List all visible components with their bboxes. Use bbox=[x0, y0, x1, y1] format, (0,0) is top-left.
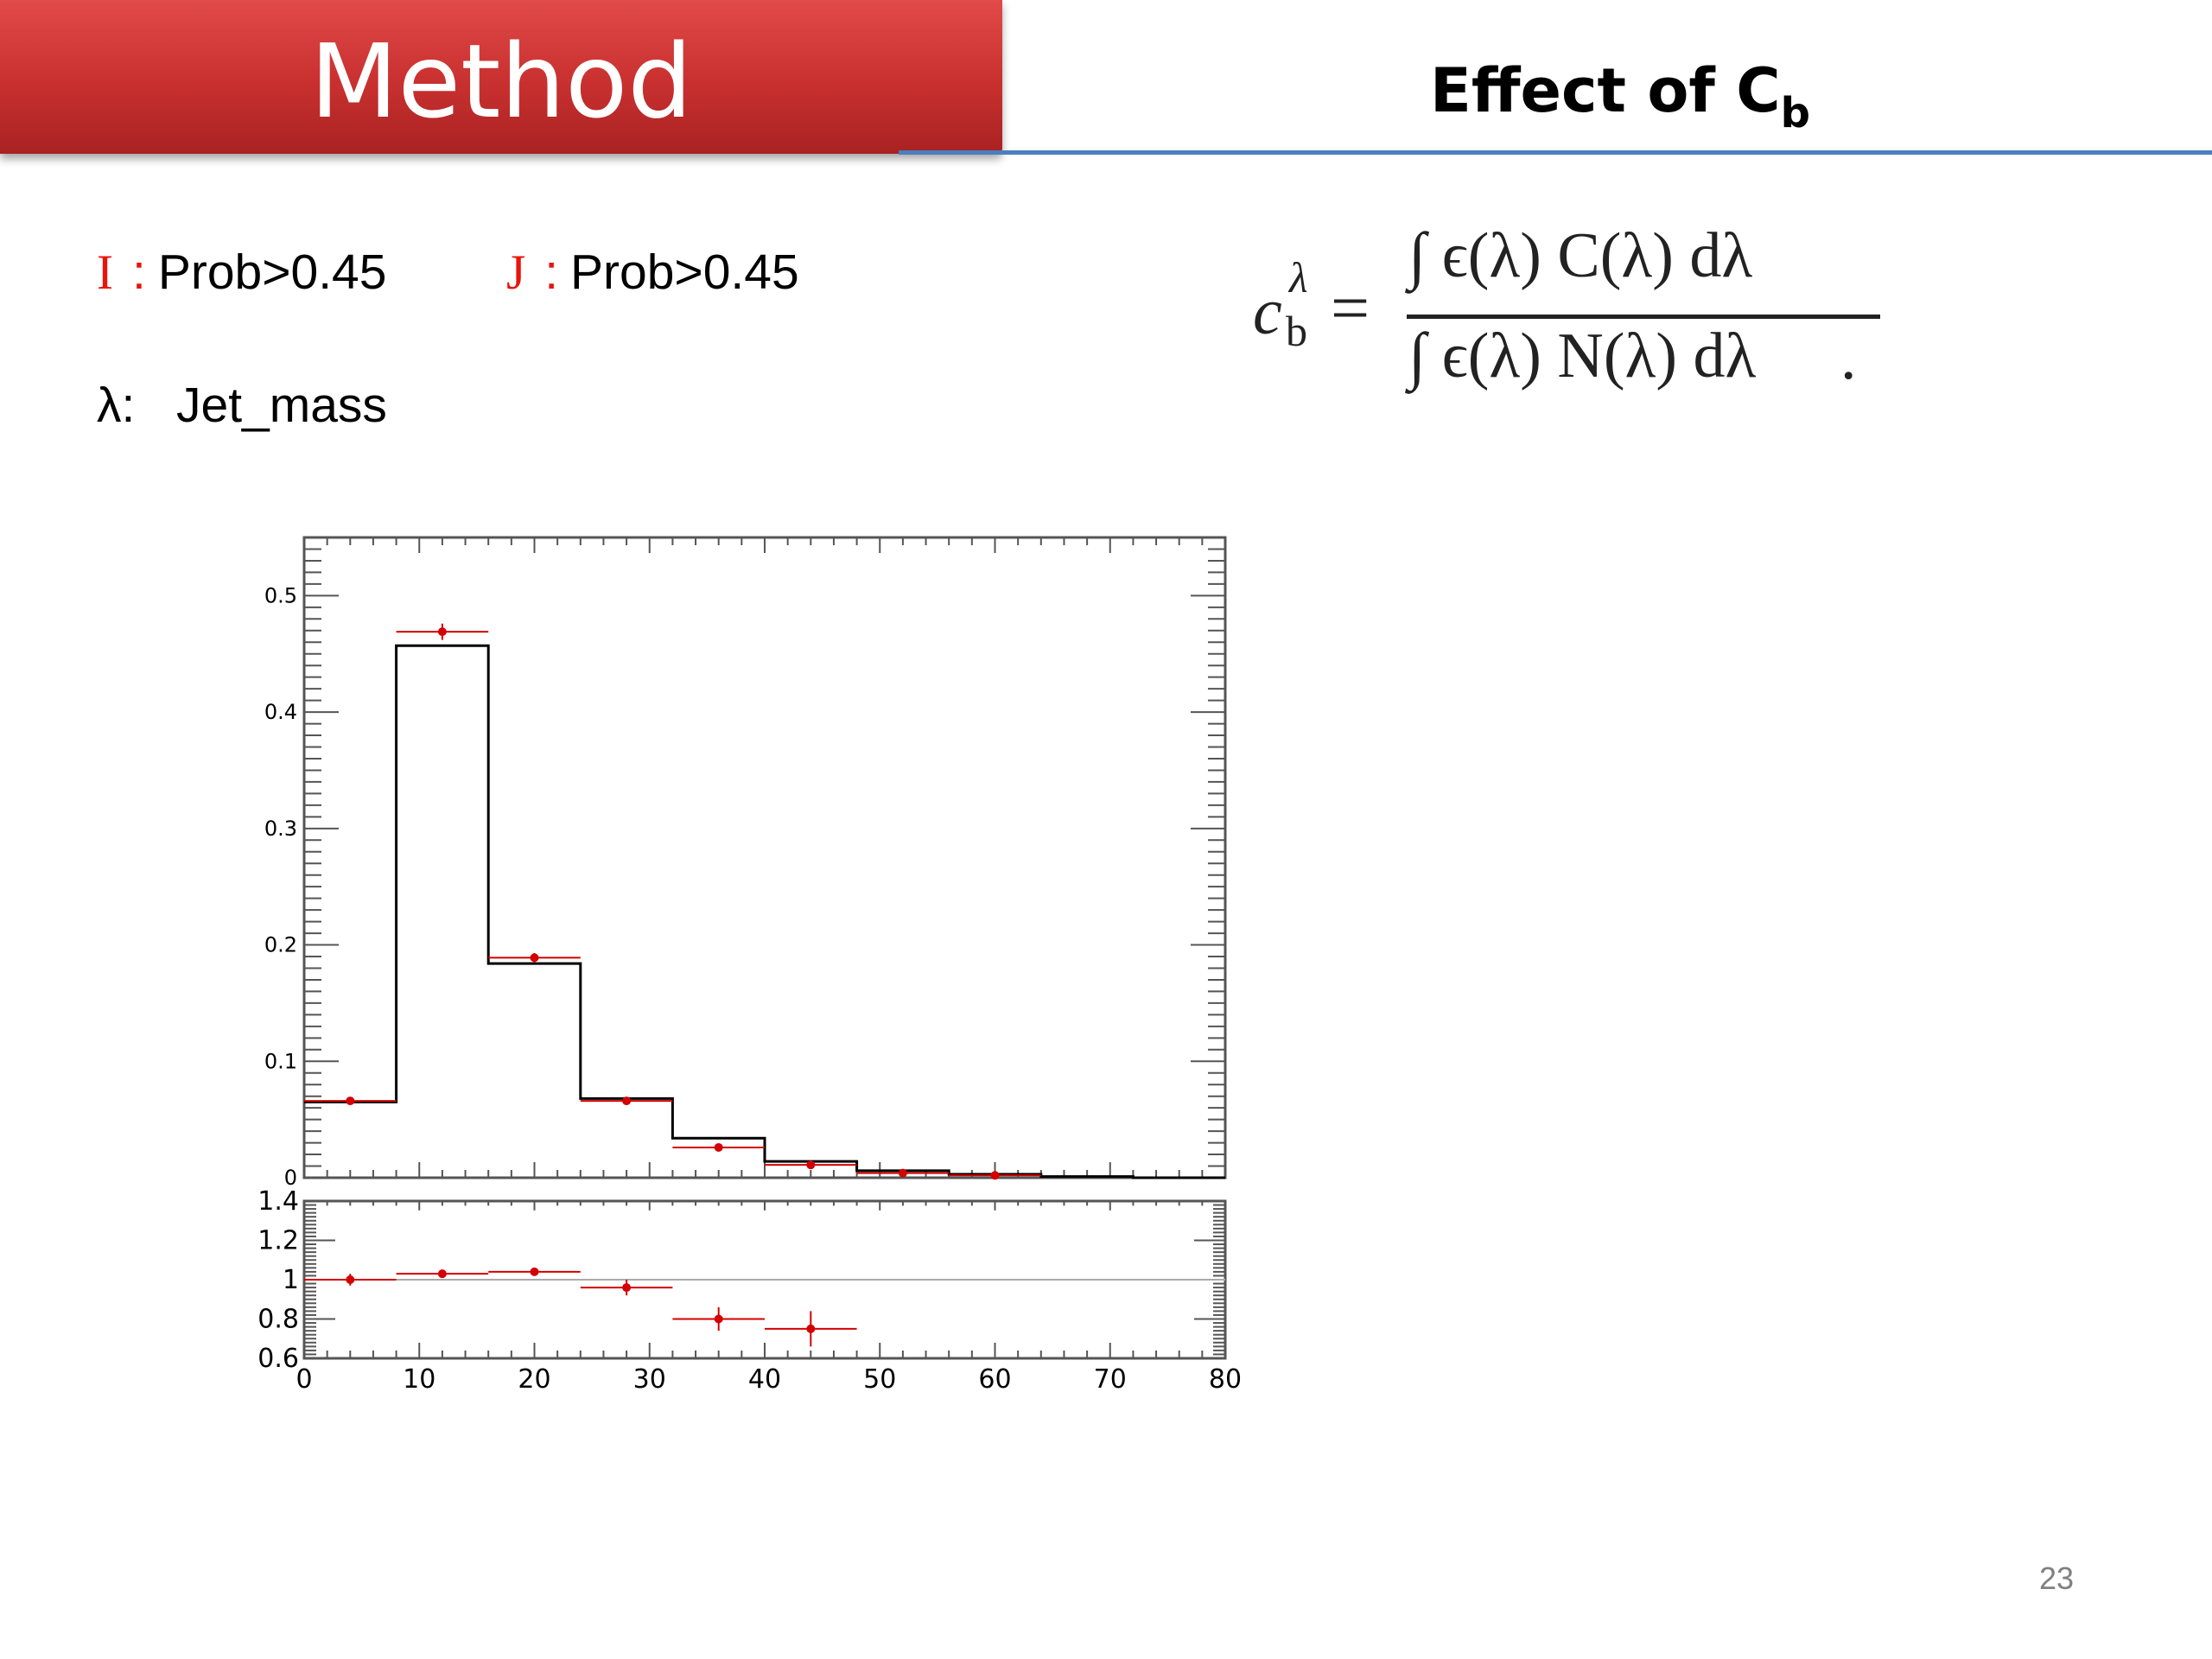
condition-colon: : bbox=[131, 245, 146, 300]
ratio-point bbox=[437, 1269, 447, 1279]
condition-letter: J bbox=[506, 245, 526, 300]
data-point bbox=[806, 1160, 816, 1170]
formula-equals: = bbox=[1331, 270, 1370, 346]
x-tick-label: 50 bbox=[863, 1364, 896, 1395]
data-point bbox=[898, 1168, 907, 1178]
variable-line: λ: Jet_mass bbox=[97, 375, 387, 435]
x-tick-label: 80 bbox=[1209, 1364, 1242, 1395]
ratio-y-tick-label: 1.2 bbox=[257, 1226, 299, 1256]
header-rule bbox=[899, 150, 2212, 155]
x-tick-label: 70 bbox=[1094, 1364, 1127, 1395]
formula-denominator: ∫ ϵ(λ) N(λ) dλ bbox=[1408, 321, 1757, 391]
condition-i: I: Prob>0.45 bbox=[97, 242, 386, 303]
ratio-point bbox=[714, 1314, 723, 1324]
cb-formula: c λ b = ∫ ϵ(λ) C(λ) dλ ∫ ϵ(λ) N(λ) dλ . bbox=[1244, 220, 1880, 432]
x-tick-label: 0 bbox=[296, 1364, 312, 1395]
x-tick-label: 60 bbox=[978, 1364, 1011, 1395]
data-point bbox=[622, 1096, 632, 1106]
slide-title: Method bbox=[309, 22, 693, 141]
data-point bbox=[530, 953, 539, 963]
formula-lhs-subscript: b bbox=[1286, 307, 1307, 355]
condition-j: J: Prob>0.45 bbox=[506, 242, 799, 303]
formula-lhs-symbol: c bbox=[1253, 276, 1282, 348]
x-tick-label: 20 bbox=[518, 1364, 550, 1395]
y-tick-label: 0.5 bbox=[264, 583, 297, 607]
variable-symbol: λ: bbox=[97, 378, 136, 433]
data-point bbox=[990, 1171, 1000, 1180]
formula-period: . bbox=[1840, 322, 1857, 393]
subtitle-main: Effect of C bbox=[1430, 55, 1781, 126]
ratio-y-tick-label: 1 bbox=[283, 1265, 299, 1295]
variable-name: Jet_mass bbox=[176, 378, 387, 433]
condition-text: Prob>0.45 bbox=[570, 245, 799, 300]
formula-numerator: ∫ ϵ(λ) C(λ) dλ bbox=[1408, 220, 1753, 291]
y-tick-label: 0.4 bbox=[264, 700, 297, 724]
y-tick-label: 0 bbox=[284, 1166, 297, 1190]
title-banner: Method bbox=[0, 0, 1002, 154]
data-point bbox=[346, 1096, 355, 1106]
condition-text: Prob>0.45 bbox=[157, 245, 387, 300]
y-tick-label: 0.2 bbox=[264, 933, 297, 957]
x-tick-label: 40 bbox=[748, 1364, 781, 1395]
x-tick-label: 30 bbox=[633, 1364, 666, 1395]
page-number: 23 bbox=[2039, 1560, 2075, 1596]
x-tick-label: 10 bbox=[403, 1364, 435, 1395]
formula-fraction-bar bbox=[1407, 315, 1880, 319]
ratio-point bbox=[346, 1275, 355, 1284]
slide-subtitle: Effect of Cb bbox=[1430, 52, 1810, 152]
condition-colon: : bbox=[544, 245, 559, 300]
subtitle-subscript: b bbox=[1780, 89, 1810, 137]
condition-letter: I bbox=[97, 245, 113, 300]
data-point bbox=[437, 627, 447, 637]
ratio-point bbox=[622, 1283, 632, 1293]
y-tick-label: 0.1 bbox=[264, 1049, 297, 1073]
y-tick-label: 0.3 bbox=[264, 817, 297, 841]
data-point bbox=[714, 1142, 723, 1152]
formula-lhs: c λ b bbox=[1253, 253, 1308, 355]
ratio-y-tick-label: 0.8 bbox=[257, 1305, 299, 1335]
ratio-point bbox=[806, 1324, 816, 1333]
formula-lhs-superscript: λ bbox=[1289, 253, 1308, 302]
ratio-y-tick-label: 1.4 bbox=[257, 1186, 299, 1217]
mc-histogram-line bbox=[304, 644, 1225, 1179]
ratio-point bbox=[530, 1267, 539, 1276]
ratio-y-tick-label: 0.6 bbox=[257, 1344, 299, 1374]
